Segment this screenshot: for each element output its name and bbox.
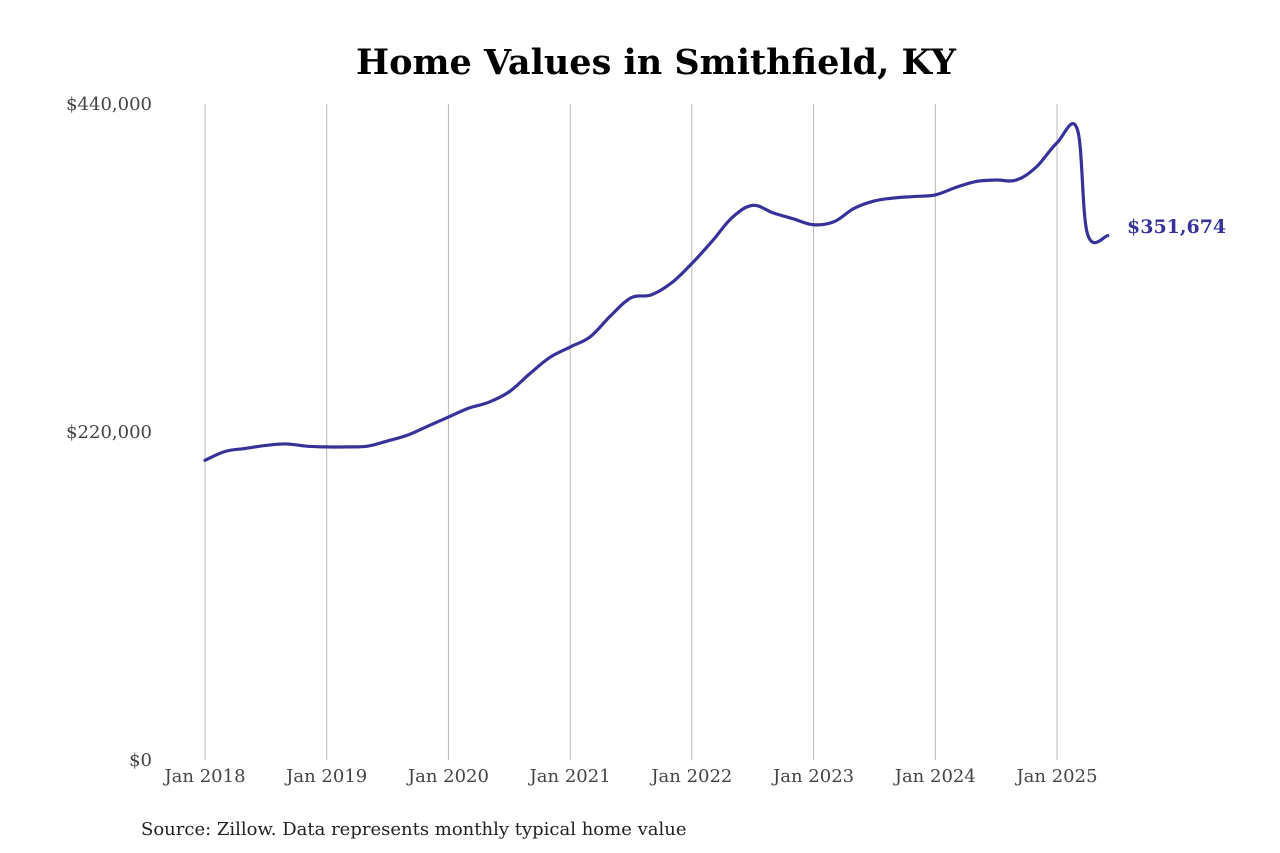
x-tick-label: Jan 2021 [528,766,611,787]
chart-title: Home Values in Smithfield, KY [356,42,957,83]
x-tick-label: Jan 2025 [1014,766,1097,787]
vertical-gridlines [204,104,1058,760]
latest-value-label: $351,674 [1127,216,1226,238]
x-tick-label: Jan 2018 [162,766,245,787]
y-axis-tick-labels: $0 $220,000 $440,000 [66,94,152,771]
y-tick-label: $220,000 [66,422,152,443]
x-axis-tick-labels: Jan 2018 Jan 2019 Jan 2020 Jan 2021 Jan 2022… [162,766,1097,787]
series-lines [203,121,1110,462]
home-value-line [203,121,1110,462]
y-tick-label: $0 [129,750,152,771]
x-tick-label: Jan 2019 [284,766,367,787]
x-tick-label: Jan 2023 [771,766,854,787]
x-tick-label: Jan 2024 [893,766,976,787]
y-tick-label: $440,000 [66,94,152,115]
source-note: Source: Zillow. Data represents monthly … [141,819,687,840]
x-tick-label: Jan 2020 [406,766,489,787]
x-tick-label: Jan 2022 [649,766,732,787]
